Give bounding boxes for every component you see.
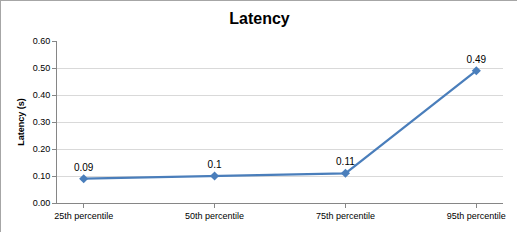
svg-text:95th percentile: 95th percentile xyxy=(447,211,506,221)
svg-text:0.1: 0.1 xyxy=(208,159,222,170)
svg-text:0.60: 0.60 xyxy=(33,36,51,46)
svg-text:Latency: Latency xyxy=(229,10,290,27)
svg-text:25th percentile: 25th percentile xyxy=(54,211,113,221)
svg-text:0.00: 0.00 xyxy=(33,198,51,208)
svg-text:0.50: 0.50 xyxy=(33,63,51,73)
svg-text:50th percentile: 50th percentile xyxy=(185,211,244,221)
svg-text:0.49: 0.49 xyxy=(467,54,487,65)
svg-text:75th percentile: 75th percentile xyxy=(316,211,375,221)
svg-text:0.09: 0.09 xyxy=(74,162,94,173)
svg-text:0.11: 0.11 xyxy=(336,156,355,167)
svg-text:Latency (s): Latency (s) xyxy=(16,98,26,146)
svg-text:0.30: 0.30 xyxy=(33,117,51,127)
svg-text:0.20: 0.20 xyxy=(33,144,51,154)
svg-text:0.40: 0.40 xyxy=(33,90,51,100)
svg-text:0.10: 0.10 xyxy=(33,171,51,181)
